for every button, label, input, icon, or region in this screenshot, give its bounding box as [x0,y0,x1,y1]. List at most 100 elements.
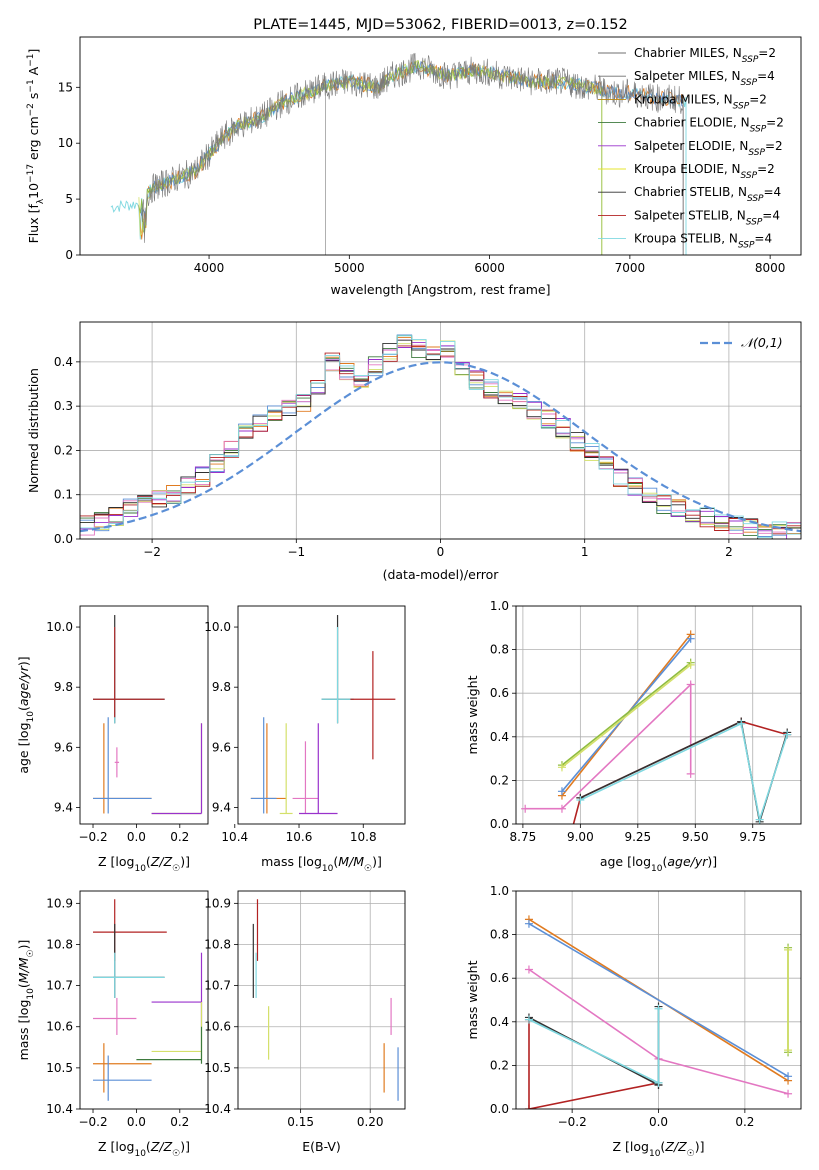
label-fragment: λ [36,198,46,204]
x-axis-label: wavelength [Angstrom, rest frame] [330,282,550,297]
series-line [580,722,788,820]
legend-entry: Kroupa MILES, NSSP=2 [634,92,767,111]
x-tick-label: 9.25 [624,830,651,844]
series-marker [557,763,566,772]
series-marker [557,804,566,813]
x-tick-label: −0.2 [558,1115,587,1129]
x-tick-label: 0.0 [127,1115,146,1129]
legend-entry: Kroupa ELODIE, NSSP=2 [634,162,775,181]
y-tick-label: 10.6 [204,1020,231,1034]
label-fragment: Z [log [98,854,134,869]
y-tick-label: 0 [65,248,73,262]
x-tick-label: 5000 [334,261,365,275]
series-line [528,1019,659,1109]
x-axis-label: age [log10(age/yr)] [600,854,717,874]
x-tick-label: 2 [725,545,733,559]
y-tick-label: 15 [58,80,73,94]
label-fragment: mass [log [16,1000,31,1061]
series-line [561,638,692,792]
label-fragment: −1 [26,79,36,92]
series-marker [521,804,530,813]
x-tick-label: 7000 [615,261,646,275]
series-line [572,720,788,824]
y-tick-label: 10.0 [204,620,231,634]
label-fragment: ( [660,1139,665,1154]
y-tick-label: 1.0 [490,884,509,898]
label-fragment: mass [log [261,854,322,869]
weight-vs-Z-panel: −0.2 0.0 0.2 0.0 0.2 0.4 0.6 0.8 1.0 Z [log10(Z/Z… [465,884,802,1159]
age-vs-Z-panel: −0.2 0.0 0.29.49.69.810.0Z [log10(Z/Z☉)]ag… [16,605,209,874]
label-fragment: E(B-V) [302,1139,341,1154]
label-fragment: SSP [738,241,755,251]
legend-entry: Salpeter ELODIE, NSSP=2 [634,139,783,158]
legend-entry: 𝒩(0,1) [741,335,783,350]
spectrum-line [138,60,684,255]
series-marker [686,769,695,778]
series-line [561,662,692,766]
x-axis-label: E(B-V) [302,1139,341,1154]
y-axis-label: Flux [fλ10−17 erg cm−2 s−1 A−1] [26,49,46,244]
x-tick-label: 0.15 [287,1115,314,1129]
y-tick-label: 0.6 [490,686,509,700]
series-line [528,923,789,1077]
label-fragment: age [log [600,854,651,869]
x-tick-label: 1 [581,545,589,559]
label-fragment: ( [146,854,151,869]
y-tick-label: 10.7 [204,979,231,993]
label-fragment: )] [695,1139,705,1154]
label-fragment: Chabrier STELIB, N [634,185,747,199]
weight-vs-Z-plot-area [516,891,801,1109]
series-marker [686,634,695,643]
y-tick-label: 0.4 [54,355,73,369]
label-fragment: ( [16,706,31,711]
label-fragment: Kroupa ELODIE, N [634,162,741,176]
y-axis-label: mass weight [465,675,480,754]
y-tick-label: 10.4 [46,1102,73,1116]
axes-frame [515,605,802,825]
label-fragment: )] [180,1139,190,1154]
x-tick-label: 0.0 [127,830,146,844]
series-marker [686,660,695,669]
label-fragment: =2 [749,92,767,106]
series-marker [558,864,566,872]
axes-frame [79,605,209,825]
x-tick-label: 4000 [194,261,225,275]
label-fragment: Kroupa MILES, N [634,92,733,106]
x-tick-label: 0.2 [170,830,189,844]
label-fragment: )] [16,940,31,950]
label-fragment: )] [16,656,31,666]
label-fragment: SSP [741,171,758,181]
label-fragment: )] [180,854,190,869]
label-fragment: 10 [134,1149,146,1159]
y-tick-label: 0.2 [490,773,509,787]
label-fragment: SSP [748,148,765,158]
label-fragment: ( [146,1139,151,1154]
label-fragment: ] [26,49,41,54]
y-tick-label: 10.5 [204,1061,231,1075]
y-tick-label: 10.7 [46,979,73,993]
legend-entry: Salpeter STELIB, NSSP=4 [634,208,780,227]
series-marker [784,1072,793,1081]
y-tick-label: 9.6 [54,740,73,754]
y-tick-label: 5 [65,192,73,206]
y-tick-label: 0.0 [490,817,509,831]
axes-frame [515,890,802,1110]
label-fragment: SSP [746,217,763,227]
label-fragment: =2 [757,162,775,176]
label-fragment: =2 [758,46,776,60]
y-tick-label: 0.2 [490,1058,509,1072]
x-tick-label: −0.2 [78,830,107,844]
label-fragment: ( [662,854,667,869]
y-tick-label: 9.4 [212,800,231,814]
axes-frame [79,321,802,540]
y-tick-label: 9.8 [54,680,73,694]
x-tick-label: 6000 [474,261,505,275]
series-marker [524,1105,533,1109]
series-marker [784,945,793,954]
label-fragment: M/M [338,854,364,869]
series-marker [755,815,764,824]
x-tick-label: 10.8 [350,830,377,844]
label-fragment: Z/Z [150,1139,173,1154]
label-fragment: =4 [754,232,772,246]
x-axis-label: (data-model)/error [383,567,500,582]
